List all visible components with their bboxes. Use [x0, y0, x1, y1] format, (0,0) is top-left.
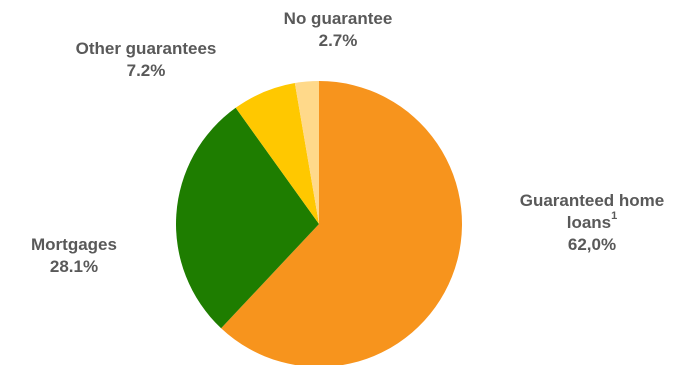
- label-guaranteed-home-loans-line2: loans: [566, 213, 612, 232]
- pie-slices: [175, 81, 462, 365]
- label-other-guarantees-text: Other guarantees: [75, 39, 217, 58]
- label-mortgages: Mortgages 28.1%: [14, 234, 134, 278]
- label-no-guarantee: No guarantee 2.7%: [258, 8, 418, 52]
- label-no-guarantee-text: No guarantee: [283, 9, 393, 28]
- label-guaranteed-home-loans: Guaranteed home loans1 62,0%: [497, 190, 687, 256]
- label-guaranteed-home-loans-line1: Guaranteed home: [519, 191, 665, 210]
- label-other-guarantees: Other guarantees 7.2%: [48, 38, 244, 82]
- pie-slice-no-guarantee: [294, 81, 319, 224]
- value-other-guarantees: 7.2%: [126, 61, 166, 80]
- pie-slice-other-guarantees: [235, 83, 319, 224]
- label-mortgages-text: Mortgages: [31, 235, 117, 254]
- value-guaranteed-home-loans: 62,0%: [567, 235, 617, 254]
- value-mortgages: 28.1%: [49, 257, 99, 276]
- footnote-marker: 1: [611, 210, 618, 223]
- value-no-guarantee: 2.7%: [318, 31, 358, 50]
- pie-slice-mortgages: [175, 107, 319, 329]
- pie-slice-guaranteed-home-loans: [221, 81, 462, 365]
